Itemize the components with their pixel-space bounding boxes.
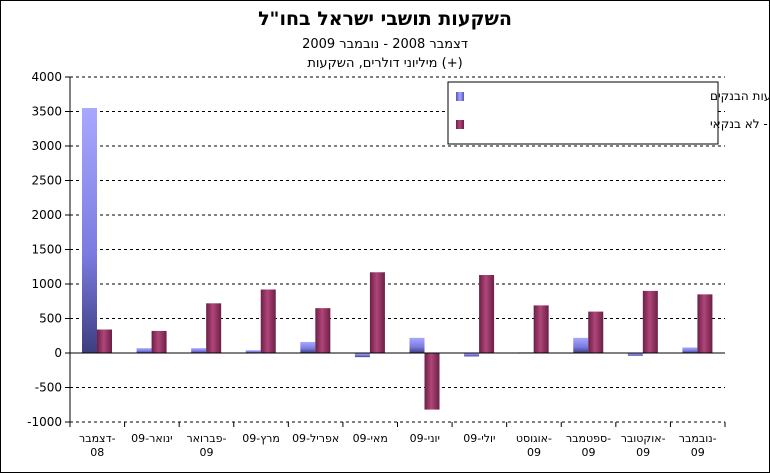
- bar: [315, 308, 331, 353]
- y-tick-label: 4000: [31, 70, 62, 84]
- x-tick-label: ספטמבר-: [566, 432, 611, 445]
- y-tick-label: 3500: [31, 105, 62, 119]
- x-tick-label: 09: [636, 446, 650, 459]
- bar: [533, 305, 549, 353]
- y-tick-label: 2500: [31, 174, 62, 188]
- x-tick-label: מרץ-09: [242, 432, 280, 445]
- bar: [642, 290, 658, 353]
- y-tick-label: 500: [39, 312, 62, 326]
- bar: [697, 294, 713, 353]
- chart-subtitle-units: מיליוני דולרים, השקעות (+): [307, 56, 463, 71]
- legend: השקעות ישירות בחו"ל באמצעות הבנקים השקעות…: [447, 81, 770, 145]
- bar: [479, 275, 495, 353]
- y-tick-label: -1000: [27, 415, 62, 429]
- y-tick-label: -500: [35, 381, 62, 395]
- x-tick-label: 09: [691, 446, 705, 459]
- x-tick-label: אפריל-09: [292, 432, 339, 445]
- y-tick-label: 0: [54, 346, 62, 360]
- axes: -1000 -500 0 500 1000 1500 2000 2500 3000 3500 400…: [27, 70, 726, 459]
- y-tick-label: 1500: [31, 243, 62, 257]
- bar: [191, 348, 207, 353]
- y-tick-label: 1000: [31, 277, 62, 291]
- bar: [206, 303, 222, 353]
- bar: [369, 272, 385, 353]
- x-tick-label: נובמבר-: [679, 432, 717, 445]
- bar: [245, 350, 261, 353]
- bar: [136, 348, 152, 353]
- bar: [82, 108, 97, 353]
- bar: [97, 329, 112, 353]
- legend-entry: השקעות פיננסיות בני"ע סחירים - לא בנקאי: [710, 117, 770, 131]
- bar: [682, 347, 698, 353]
- x-tick-label: 09: [199, 446, 213, 459]
- x-tick-label: דצמבר-: [79, 432, 116, 445]
- bar: [588, 311, 604, 353]
- chart-title: השקעות תושבי ישראל בחו"ל: [258, 8, 512, 30]
- x-tick-label: יולי-09: [463, 432, 495, 445]
- legend-box: [447, 81, 719, 145]
- x-tick-label: 08: [90, 446, 104, 459]
- bar: [573, 337, 589, 353]
- x-tick-label: 09: [582, 446, 596, 459]
- x-tick-label: אוקטובר-: [621, 432, 666, 445]
- bars: [82, 108, 713, 410]
- bar: [354, 353, 370, 358]
- bar: [409, 337, 425, 353]
- legend-swatch: [456, 120, 464, 129]
- x-tick-label: אוגוסט-: [516, 432, 552, 445]
- x-tick-label: פברואר-: [186, 432, 226, 445]
- bar: [260, 289, 276, 353]
- x-tick-label: מאי-09: [353, 432, 388, 445]
- bar: [300, 341, 316, 353]
- chart-subtitle: דצמבר 2008 - נובמבר 2009: [302, 37, 468, 52]
- y-tick-label: 3000: [31, 139, 62, 153]
- bar: [627, 353, 643, 356]
- bar: [464, 353, 480, 357]
- y-tick-label: 2000: [31, 208, 62, 222]
- legend-entry: השקעות ישירות בחו"ל באמצעות הבנקים: [710, 89, 770, 103]
- x-tick-label: ינואר-09: [131, 432, 172, 445]
- bar: [151, 330, 167, 353]
- legend-swatch: [456, 92, 464, 101]
- x-tick-label: 09: [527, 446, 541, 459]
- bar: [424, 353, 440, 410]
- x-tick-label: יוני-09: [410, 432, 440, 445]
